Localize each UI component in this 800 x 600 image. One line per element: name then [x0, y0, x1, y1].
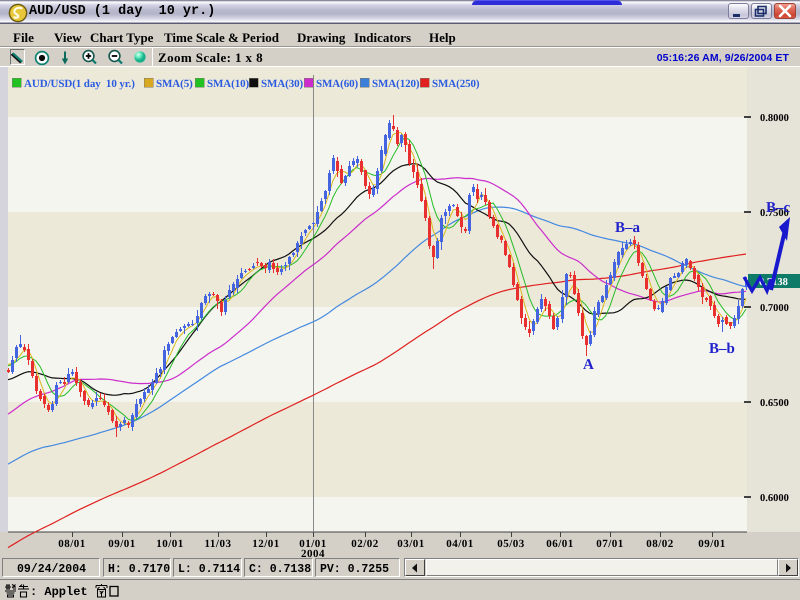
svg-text:0.6000: 0.6000: [760, 493, 789, 504]
svg-text:08/01: 08/01: [58, 538, 86, 550]
svg-text:0.7500: 0.7500: [760, 208, 789, 219]
svg-text:07/01: 07/01: [596, 538, 624, 550]
svg-text:11/03: 11/03: [205, 538, 232, 550]
svg-text:SMA(30): SMA(30): [261, 78, 304, 90]
svg-text:B–c: B–c: [766, 200, 791, 216]
svg-text:09/01: 09/01: [108, 538, 136, 550]
svg-text:0.6500: 0.6500: [760, 398, 789, 409]
svg-text:03/01: 03/01: [397, 538, 425, 550]
svg-text:SMA(5): SMA(5): [156, 78, 193, 90]
svg-text:02/02: 02/02: [351, 538, 379, 550]
svg-text:A: A: [583, 357, 594, 373]
svg-text:09/01: 09/01: [698, 538, 726, 550]
svg-text:B–b: B–b: [709, 341, 735, 357]
svg-text:SMA(120): SMA(120): [372, 78, 420, 90]
svg-text:SMA(10): SMA(10): [207, 78, 250, 90]
svg-text:08/02: 08/02: [646, 538, 674, 550]
svg-text:SMA(60): SMA(60): [316, 78, 359, 90]
svg-text:01/01: 01/01: [299, 538, 327, 550]
svg-text:04/01: 04/01: [446, 538, 474, 550]
svg-text:0.8000: 0.8000: [760, 113, 789, 124]
svg-text:B–a: B–a: [615, 220, 641, 236]
svg-text:05/03: 05/03: [497, 538, 525, 550]
svg-text:AUD/USD(1 day 10 yr.): AUD/USD(1 day 10 yr.): [24, 78, 135, 90]
svg-text:0.7000: 0.7000: [760, 303, 789, 314]
svg-text:2004: 2004: [301, 548, 325, 558]
svg-text:06/01: 06/01: [546, 538, 574, 550]
svg-text:10/01: 10/01: [156, 538, 184, 550]
svg-text:SMA(250): SMA(250): [432, 78, 480, 90]
svg-text:12/01: 12/01: [252, 538, 280, 550]
